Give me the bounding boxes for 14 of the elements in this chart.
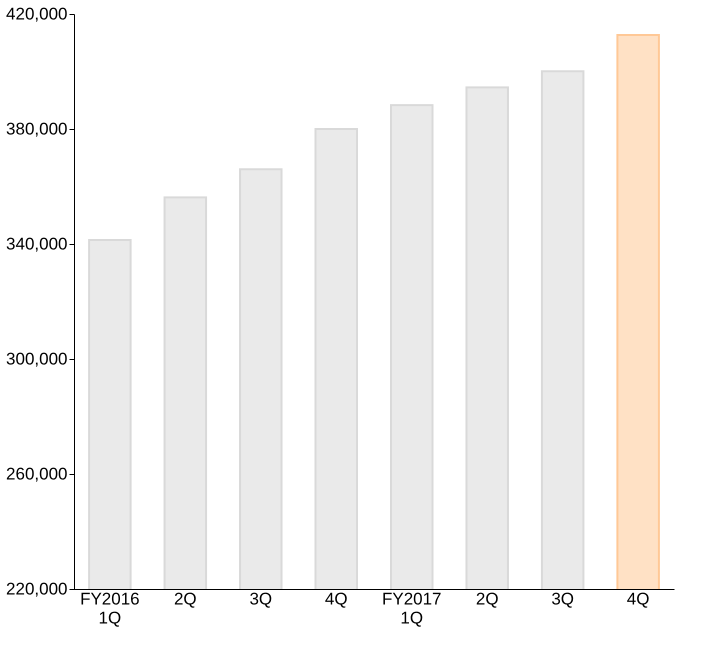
y-tick-label: 420,000 — [6, 4, 68, 24]
x-tick-label: 3Q — [249, 590, 272, 608]
x-tick-label: 2Q — [476, 590, 499, 608]
x-tick-label: 2Q — [174, 590, 197, 608]
y-tick-label: 220,000 — [6, 580, 68, 598]
y-tick-label: 300,000 — [6, 350, 68, 368]
y-tick-label: 380,000 — [6, 120, 68, 138]
x-tick-label: 3Q — [551, 590, 574, 608]
x-tick-label: 4Q — [626, 590, 650, 608]
x-tick-label: 4Q — [324, 590, 348, 608]
x-tick-label: FY2017 1Q — [382, 590, 442, 628]
y-tick-label: 340,000 — [6, 234, 68, 254]
x-tick-label: FY2016 1Q — [80, 590, 140, 628]
y-tick-label: 260,000 — [6, 464, 68, 484]
